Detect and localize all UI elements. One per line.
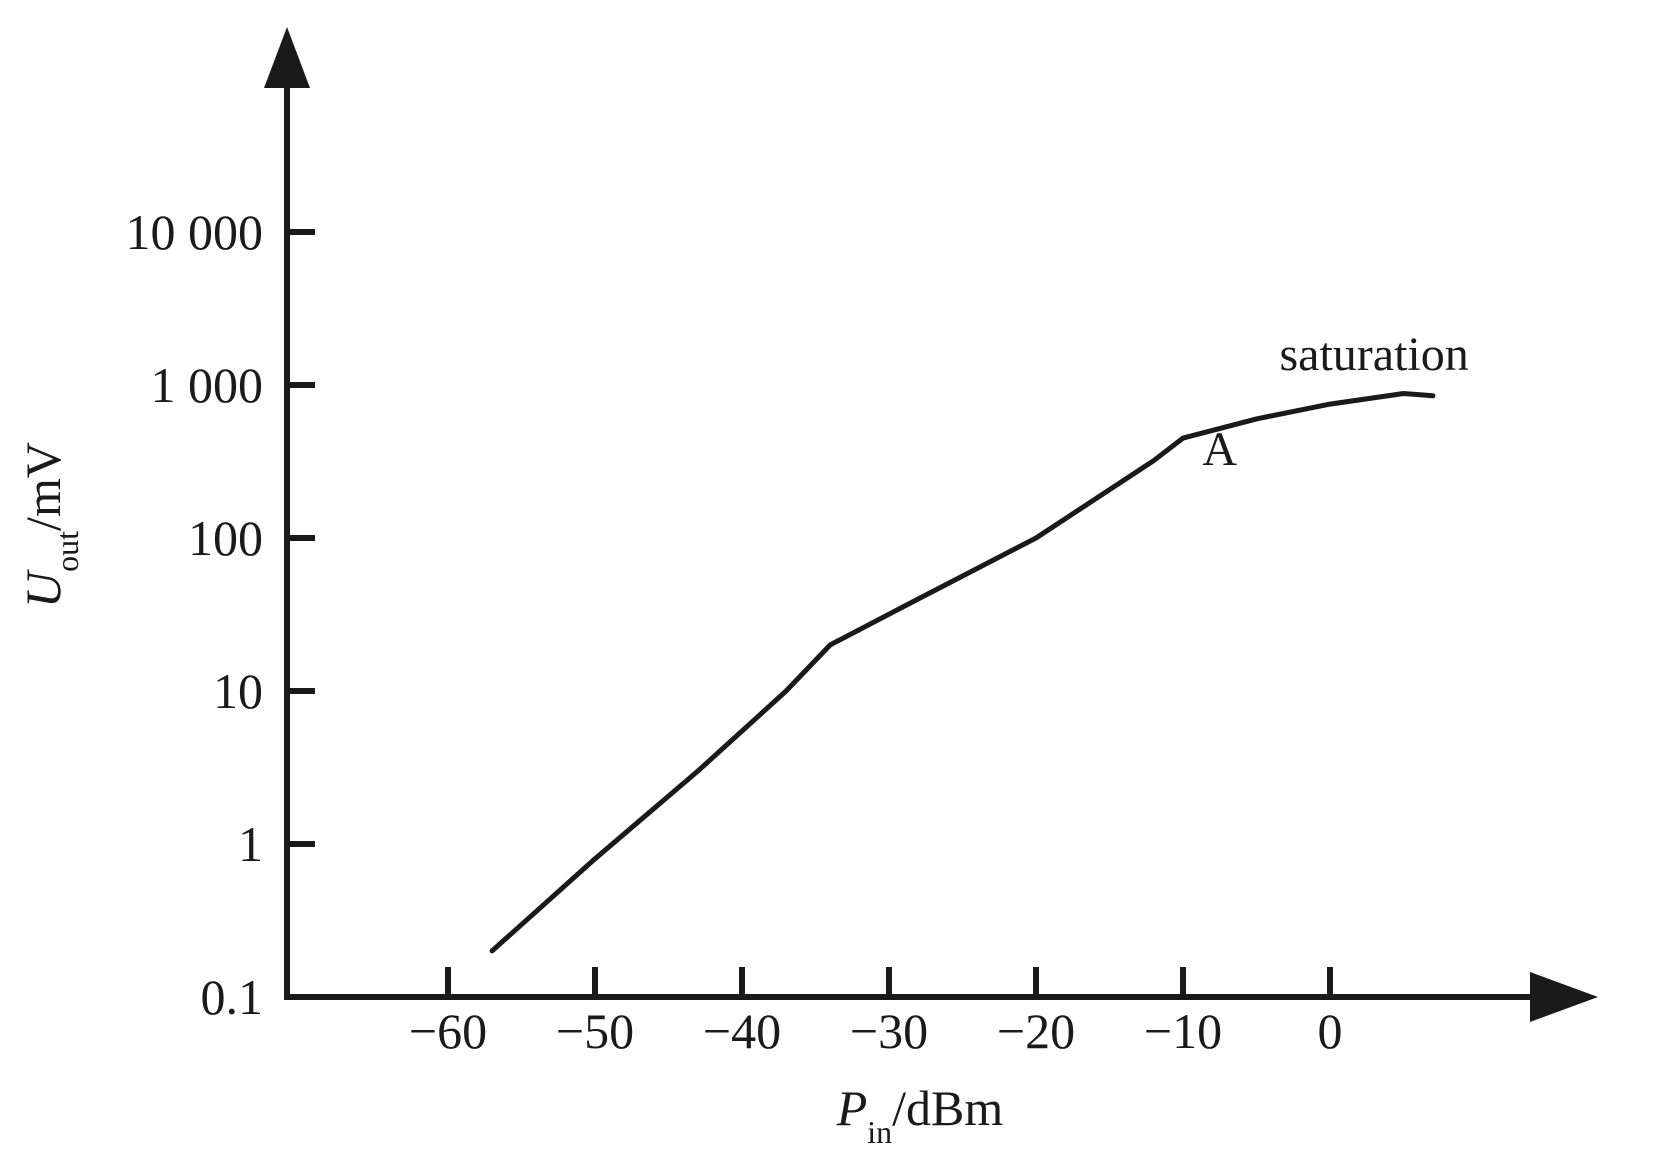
y-tick-label: 1 xyxy=(238,816,263,872)
x-ticks: −60 −50 −40 −30 −20 −10 0 xyxy=(409,967,1343,1059)
axes xyxy=(264,27,1598,1022)
y-tick-label: 10 xyxy=(213,663,263,719)
y-axis-label-sub: out xyxy=(49,531,85,572)
y-axis-arrow xyxy=(264,27,310,88)
y-axis-label-unit: /mV xyxy=(15,442,71,531)
x-axis-label-unit: /dBm xyxy=(892,1080,1003,1136)
series-group xyxy=(489,391,1436,954)
y-tick-label: 0.1 xyxy=(201,969,264,1025)
x-tick-label: 0 xyxy=(1318,1003,1343,1059)
y-tick-label: 100 xyxy=(188,510,263,566)
y-axis-label: Uout/mV xyxy=(15,442,85,608)
x-tick-label: −40 xyxy=(703,1003,781,1059)
y-tick-label: 1 000 xyxy=(151,357,264,413)
x-tick-label: −60 xyxy=(409,1003,487,1059)
x-tick-label: −10 xyxy=(1144,1003,1222,1059)
x-tick-label: −50 xyxy=(556,1003,634,1059)
annotation-label: saturation xyxy=(1279,328,1468,381)
x-axis-label-sub: in xyxy=(867,1114,892,1150)
x-axis-arrow xyxy=(1530,972,1598,1022)
y-ticks: 0.1 1 10 100 1 000 10 000 xyxy=(126,204,315,1025)
annotation-label: A xyxy=(1202,423,1237,476)
y-axis-label-main: U xyxy=(15,569,71,608)
x-tick-label: −20 xyxy=(997,1003,1075,1059)
series-line xyxy=(489,391,1436,954)
y-tick-label: 10 000 xyxy=(126,204,264,260)
x-axis-label-main: P xyxy=(836,1080,868,1136)
x-axis-label: Pin/dBm xyxy=(836,1080,1004,1150)
x-tick-label: −30 xyxy=(850,1003,928,1059)
